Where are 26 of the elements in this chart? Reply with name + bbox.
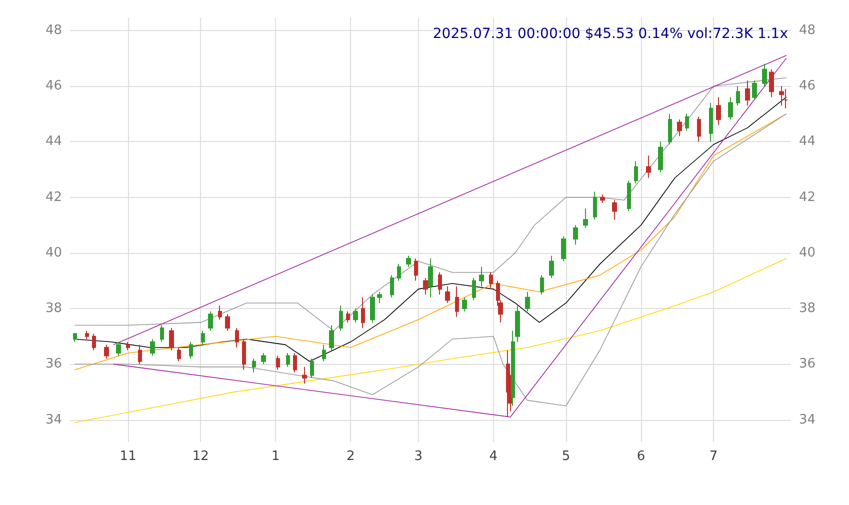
x-tick-label: 7 bbox=[709, 449, 718, 464]
y2-tick-label: 38 bbox=[799, 301, 816, 316]
y2-tick-label: 34 bbox=[799, 412, 816, 428]
y-tick-label: 38 bbox=[45, 301, 62, 316]
y-tick-label: 34 bbox=[45, 412, 62, 428]
text: 2025.07.31 00:00:00 $45.53 0.14% vol:72.3K 1.1x bbox=[432, 26, 788, 42]
y2-tick-label: 40 bbox=[799, 245, 816, 260]
y-tick-label: 40 bbox=[45, 245, 62, 260]
x-tick-label: 3 bbox=[414, 449, 423, 464]
y2-tick-label: 46 bbox=[799, 78, 816, 94]
x-tick-label: 12 bbox=[192, 449, 209, 464]
y-tick-label: 46 bbox=[45, 78, 62, 94]
y2-tick-label: 36 bbox=[799, 356, 816, 372]
y2-tick-label: 48 bbox=[799, 23, 816, 38]
x-tick-label: 5 bbox=[562, 449, 570, 464]
x-tick-label: 1 bbox=[272, 449, 280, 464]
x-tick-label: 11 bbox=[120, 449, 136, 464]
y2-tick-label: 44 bbox=[799, 134, 816, 150]
y2-tick-label: 42 bbox=[799, 190, 816, 205]
x-tick-label: 2 bbox=[346, 449, 355, 464]
y-tick-label: 44 bbox=[45, 134, 62, 150]
y-tick-label: 42 bbox=[45, 190, 62, 205]
x-tick-label: 4 bbox=[489, 449, 498, 464]
y-tick-label: 48 bbox=[45, 23, 62, 38]
y-tick-label: 36 bbox=[45, 356, 62, 372]
x-tick-label: 6 bbox=[636, 449, 646, 464]
